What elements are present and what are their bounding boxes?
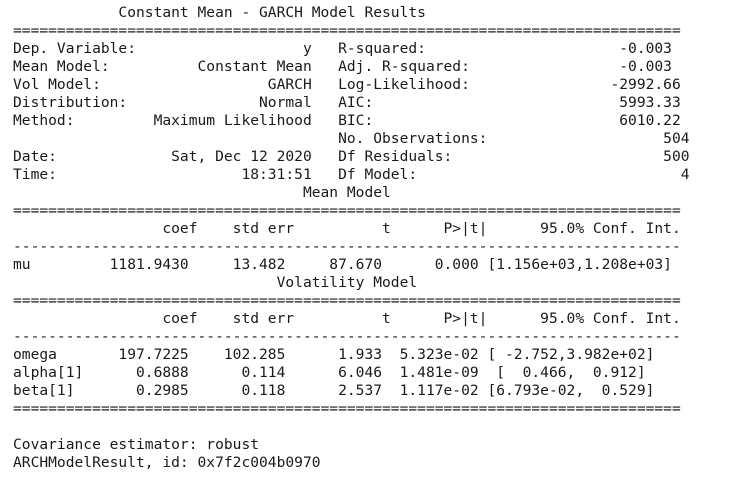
results-title: Constant Mean - GARCH Model Results — [13, 4, 541, 21]
divider-line: ========================================… — [13, 22, 681, 39]
table-row: alpha[1] 0.6888 0.114 6.046 1.481e-09 [ … — [13, 364, 646, 381]
covariance-note: Covariance estimator: robust — [13, 436, 260, 453]
summary-row: Mean Model: Constant Mean Adj. R-squared… — [13, 58, 672, 75]
summary-row: Method: Maximum Likelihood BIC: 6010.22 — [13, 112, 681, 129]
divider-line: ========================================… — [13, 202, 681, 219]
console-output: Constant Mean - GARCH Model Results ====… — [13, 4, 746, 471]
dashed-divider: ----------------------------------------… — [13, 238, 681, 255]
table-header: coef std err t P>|t| 95.0% Conf. Int. — [13, 310, 681, 327]
dashed-divider: ----------------------------------------… — [13, 328, 681, 345]
table-row: beta[1] 0.2985 0.118 2.537 1.117e-02 [6.… — [13, 382, 655, 399]
summary-row: No. Observations: 504 — [13, 130, 690, 147]
section-title-mean-model: Mean Model — [13, 184, 681, 201]
summary-row: Vol Model: GARCH Log-Likelihood: -2992.6… — [13, 76, 681, 93]
summary-row: Distribution: Normal AIC: 5993.33 — [13, 94, 681, 111]
result-id-line: ARCHModelResult, id: 0x7f2c004b0970 — [13, 454, 321, 471]
summary-row: Date: Sat, Dec 12 2020 Df Residuals: 500 — [13, 148, 690, 165]
summary-row: Time: 18:31:51 Df Model: 4 — [13, 166, 690, 183]
divider-line: ========================================… — [13, 292, 681, 309]
divider-line: ========================================… — [13, 400, 681, 417]
table-row: mu 1181.9430 13.482 87.670 0.000 [1.156e… — [13, 256, 672, 273]
summary-row: Dep. Variable: y R-squared: -0.003 — [13, 40, 672, 57]
blank-line — [13, 418, 746, 436]
section-title-volatility-model: Volatility Model — [13, 274, 672, 291]
table-header: coef std err t P>|t| 95.0% Conf. Int. — [13, 220, 681, 237]
table-row: omega 197.7225 102.285 1.933 5.323e-02 [… — [13, 346, 655, 363]
